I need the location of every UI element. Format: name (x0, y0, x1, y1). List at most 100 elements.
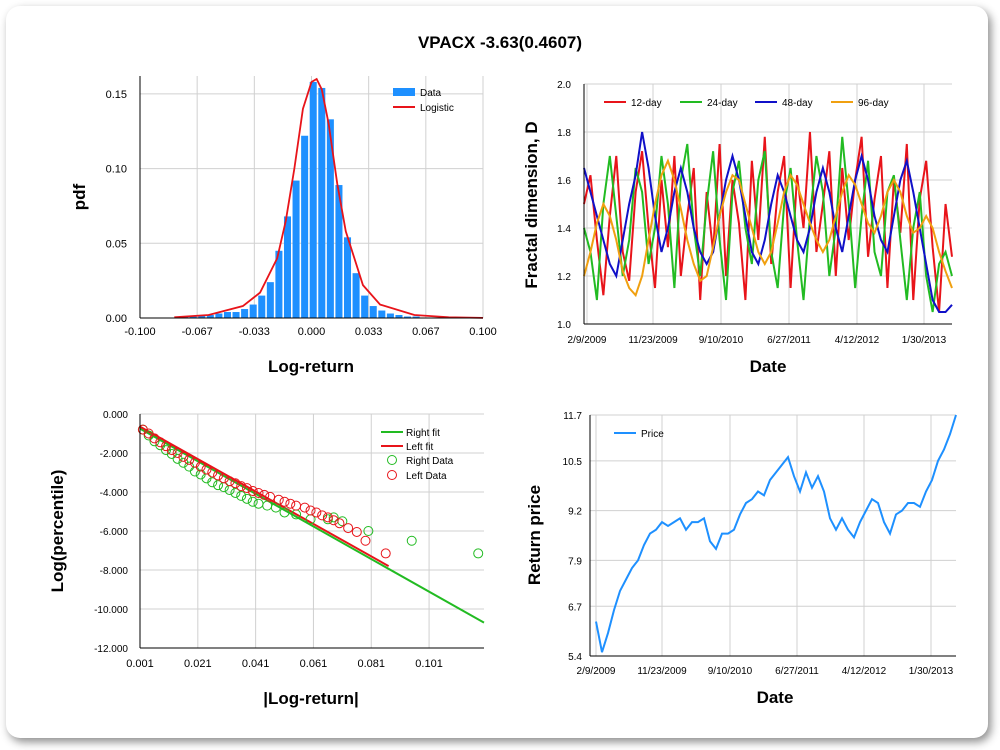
histogram-bar (258, 295, 266, 318)
histogram-bar (189, 316, 197, 318)
x-axis-label: Date (757, 688, 794, 707)
logistic-fit-line (174, 77, 484, 319)
histogram-bar (241, 309, 249, 318)
x-tick-label: 6/27/2011 (767, 335, 811, 346)
y-axis-label: Log(percentile) (48, 470, 67, 593)
y-tick-label: 1.8 (557, 128, 571, 139)
legend-label: 12-day (631, 98, 662, 109)
x-tick-label: 0.001 (126, 658, 154, 670)
x-tick-label: 9/10/2010 (708, 666, 753, 677)
right-data-point (406, 535, 417, 546)
right-data-point (236, 490, 247, 501)
histogram-bar (283, 216, 292, 318)
histogram-bar (292, 180, 300, 318)
x-tick-label: 6/27/2011 (775, 666, 819, 677)
y-tick-label: -2.000 (100, 449, 129, 460)
histogram-bar (249, 304, 257, 318)
histogram-bar (326, 119, 334, 318)
histogram-bar (335, 185, 343, 318)
histogram-bar (352, 273, 360, 318)
y-tick-label: 0.000 (103, 410, 128, 421)
left-data-point (351, 526, 362, 537)
y-tick-label: 1.6 (557, 176, 571, 187)
histogram-bar (232, 312, 240, 318)
x-tick-label: 0.081 (357, 658, 385, 670)
left-data-point (305, 505, 316, 516)
chart-card (6, 6, 988, 738)
left-data-point (285, 498, 296, 509)
x-tick-label: 9/10/2010 (699, 335, 744, 346)
x-tick-label: 1/30/2013 (902, 335, 947, 346)
legend-label: Left fit (406, 442, 433, 453)
left-data-point (184, 454, 195, 465)
x-tick-label: 2/9/2009 (577, 666, 616, 677)
left-data-point (241, 483, 252, 494)
legend-label: 48-day (782, 98, 813, 109)
histogram-bar (343, 237, 352, 318)
left-data-point (279, 496, 290, 507)
y-tick-label: -6.000 (100, 527, 129, 538)
histogram-bar (395, 315, 403, 318)
left-data-point (207, 467, 218, 478)
left-data-point (334, 518, 345, 529)
series-line (583, 131, 953, 313)
x-tick-label: -0.067 (182, 326, 213, 338)
x-tick-label: 11/23/2009 (637, 666, 687, 677)
y-tick-label: 9.2 (568, 507, 582, 518)
y-tick-label: 0.00 (106, 313, 127, 325)
x-axis-label: |Log-return| (263, 689, 358, 708)
x-tick-label: -0.033 (239, 326, 270, 338)
right-fit-line (139, 427, 485, 624)
y-tick-label: 11.7 (563, 411, 582, 422)
legend-label: 24-day (707, 98, 738, 109)
left-data-point (236, 481, 247, 492)
x-axis-label: Log-return (268, 357, 354, 376)
x-tick-label: 0.067 (412, 326, 440, 338)
x-tick-label: 11/23/2009 (628, 335, 678, 346)
legend-swatch (387, 455, 397, 465)
right-data-point (279, 507, 290, 518)
y-tick-label: 0.10 (106, 164, 127, 176)
right-data-point (155, 440, 166, 451)
series-line (583, 136, 953, 313)
page-title: VPACX -3.63(0.4607) (417, 33, 583, 52)
x-tick-label: 0.101 (415, 658, 443, 670)
y-tick-label: -4.000 (100, 488, 129, 499)
y-tick-label: -8.000 (100, 566, 129, 577)
histogram-bar (318, 87, 326, 318)
histogram-bar (215, 313, 223, 318)
x-tick-label: 0.021 (184, 658, 212, 670)
y-tick-label: -10.000 (94, 605, 128, 616)
left-data-point (253, 487, 264, 498)
x-tick-label: 0.033 (355, 326, 383, 338)
right-data-point (328, 512, 339, 523)
legend-label: 96-day (858, 98, 889, 109)
left-data-point (213, 470, 224, 481)
legend-label: Left Data (406, 471, 447, 482)
right-data-point (241, 493, 252, 504)
left-data-point (360, 535, 371, 546)
x-tick-label: 0.000 (298, 326, 326, 338)
y-axis-label: Return price (525, 485, 544, 585)
histogram-bar (275, 250, 283, 318)
legend-label: Logistic (420, 103, 454, 114)
left-data-point (299, 502, 310, 513)
y-axis-label: Fractal dimension, D (522, 121, 541, 288)
x-tick-label: -0.100 (124, 326, 155, 338)
legend-label: Right Data (406, 456, 454, 467)
right-data-point (230, 487, 241, 498)
y-tick-label: 1.4 (557, 224, 571, 235)
left-data-point (201, 464, 212, 475)
histogram-bar (378, 310, 386, 318)
left-data-point (311, 507, 322, 518)
left-data-point (328, 515, 339, 526)
left-data-point (343, 523, 354, 534)
histogram-bar (412, 316, 420, 318)
left-data-point (380, 548, 391, 559)
left-data-point (259, 489, 270, 500)
histogram-bar (404, 316, 412, 318)
x-tick-label: 0.061 (300, 658, 328, 670)
y-tick-label: 6.7 (568, 602, 582, 613)
y-tick-label: 10.5 (563, 457, 583, 468)
x-tick-label: 2/9/2009 (568, 335, 607, 346)
